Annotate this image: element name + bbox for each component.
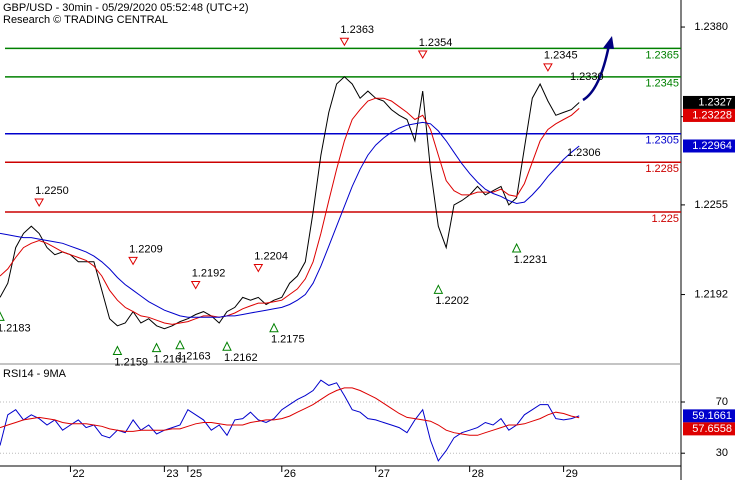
- swing-low-marker: [151, 342, 162, 353]
- swing-low-label: 1.2175: [271, 334, 305, 346]
- swing-high-marker: [34, 198, 44, 208]
- series-line: [0, 387, 580, 436]
- swing-high-marker: [128, 256, 138, 266]
- swing-low-marker: [112, 345, 123, 356]
- swing-low-label: 1.2163: [177, 351, 211, 363]
- swing-high-label: 1.2363: [340, 24, 374, 36]
- y-tick-label: 1.2255: [694, 199, 728, 211]
- y-tick-label: 1.2380: [694, 21, 728, 33]
- swing-low-marker: [269, 322, 279, 333]
- arrow-shaft: [582, 44, 611, 102]
- series-line: [0, 379, 580, 462]
- last-value-box: [683, 139, 735, 153]
- swing-low-label: 1.2231: [514, 254, 548, 266]
- swing-low-label: 1.2202: [435, 295, 469, 307]
- last-value-box: [683, 422, 735, 436]
- swing-high-label: 1.2250: [35, 185, 69, 197]
- swing-high-marker: [417, 50, 428, 60]
- x-tick-label: 28: [472, 468, 484, 480]
- level-label: 1.2345: [645, 78, 679, 90]
- swing-high-marker: [339, 37, 350, 47]
- x-tick-label: 29: [566, 468, 578, 480]
- swing-low-marker: [433, 284, 444, 294]
- last-value-box: [683, 409, 735, 423]
- swing-high-label: 1.2354: [419, 37, 453, 49]
- swing-high-label: 1.2209: [129, 243, 163, 255]
- x-tick-label: 23: [166, 468, 178, 480]
- x-tick-label: 25: [190, 468, 202, 480]
- swing-low-label: 1.2159: [114, 356, 148, 368]
- x-tick-label: 22: [72, 468, 84, 480]
- y-tick-label: 70: [716, 396, 728, 408]
- chart-title: GBP/USD - 30min - 05/29/2020 05:52:48 (U…: [3, 2, 248, 14]
- swing-high-marker: [253, 263, 264, 273]
- swing-low-label: 1.2161: [154, 354, 188, 366]
- last-value-label: 1.22964: [692, 140, 732, 152]
- swing-low-label: 1.2162: [224, 352, 258, 364]
- swing-low-marker: [0, 311, 5, 321]
- swing-high-label: 1.2345: [544, 50, 578, 62]
- rsi-title: RSI14 - 9MA: [3, 368, 67, 380]
- swing-high-label: 1.2204: [254, 250, 288, 262]
- swing-high-marker: [190, 281, 201, 290]
- swing-high-label: 1.2192: [192, 267, 226, 279]
- series-line: [0, 121, 580, 318]
- forecast-arrow: [582, 36, 614, 102]
- last-value-label: 1.23228: [692, 109, 732, 121]
- swing-low-label: 1.2183: [0, 322, 31, 334]
- last-value-label: 59.1661: [692, 410, 732, 422]
- level-label: 1.2285: [645, 163, 679, 175]
- chart-subtitle: Research © TRADING CENTRAL: [3, 14, 168, 26]
- swing-low-marker: [222, 341, 232, 351]
- note: 1.2306: [567, 147, 601, 159]
- last-value-box: [683, 95, 735, 109]
- y-tick-label: 30: [716, 447, 728, 459]
- x-tick-label: 26: [284, 468, 296, 480]
- x-tick-label: 27: [378, 468, 390, 480]
- swing-high-marker: [543, 63, 553, 72]
- level-label: 1.225: [651, 213, 679, 225]
- swing-low-marker: [511, 242, 522, 253]
- price-panel: 1.23801.23171.22551.21921.23651.23451.23…: [0, 21, 735, 368]
- level-label: 1.2305: [645, 135, 679, 147]
- swing-low-marker: [175, 339, 185, 350]
- last-value-label: 57.6558: [692, 423, 732, 435]
- arrow-head: [603, 36, 614, 49]
- level-label: 1.2365: [645, 49, 679, 61]
- y-tick-label: 1.2192: [694, 288, 728, 300]
- series-line: [0, 97, 580, 325]
- note: 1.2330: [570, 71, 604, 83]
- last-value-box: [683, 108, 735, 122]
- last-value-label: 1.2327: [698, 96, 732, 108]
